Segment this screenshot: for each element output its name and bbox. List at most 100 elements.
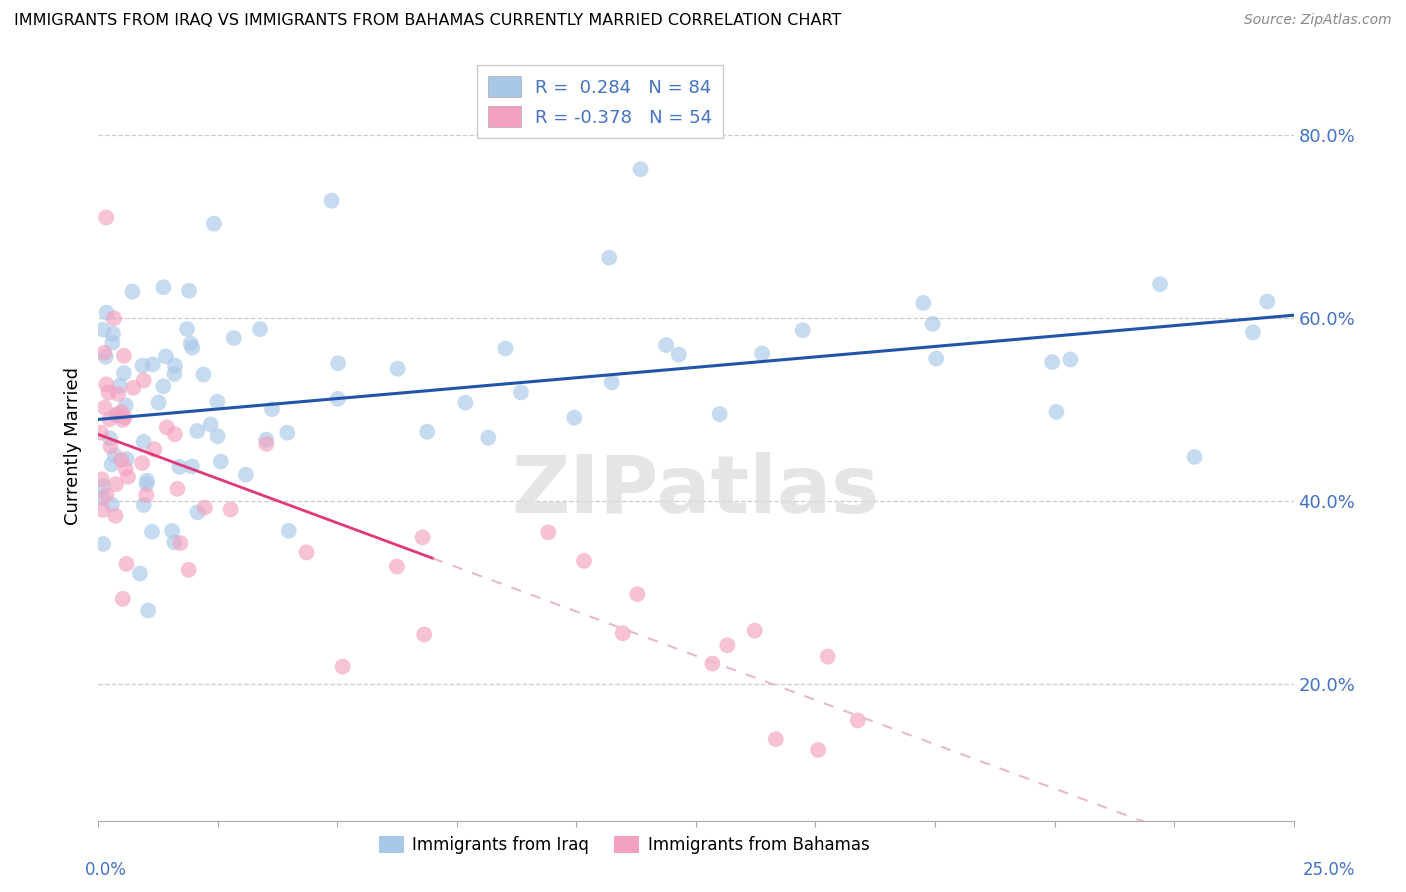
Point — [108, 378, 131, 392]
Point — [276, 425, 298, 440]
Point — [846, 714, 869, 728]
Point — [163, 427, 186, 442]
Legend: Immigrants from Iraq, Immigrants from Bahamas: Immigrants from Iraq, Immigrants from Ba… — [373, 830, 876, 861]
Point — [101, 335, 124, 350]
Point — [181, 341, 204, 355]
Point — [921, 317, 943, 331]
Point — [260, 402, 283, 417]
Point — [326, 392, 349, 406]
Point — [702, 657, 724, 671]
Point — [600, 376, 623, 390]
Point — [413, 627, 436, 641]
Point — [572, 554, 595, 568]
Point — [112, 349, 135, 363]
Point — [105, 408, 128, 422]
Point — [1040, 355, 1063, 369]
Point — [91, 323, 114, 337]
Point — [194, 500, 217, 515]
Point — [115, 557, 138, 571]
Point — [186, 505, 208, 519]
Point — [114, 461, 136, 475]
Point — [131, 456, 153, 470]
Point — [129, 566, 152, 581]
Point — [332, 659, 354, 673]
Point — [416, 425, 439, 439]
Point — [817, 649, 839, 664]
Y-axis label: Currently Married: Currently Married — [65, 367, 83, 525]
Point — [115, 452, 138, 467]
Point — [193, 368, 215, 382]
Point — [207, 394, 229, 409]
Point — [135, 488, 157, 502]
Point — [510, 385, 533, 400]
Point — [169, 536, 191, 550]
Point — [100, 440, 122, 454]
Point — [111, 413, 134, 427]
Point — [131, 359, 153, 373]
Point — [91, 503, 114, 517]
Point — [112, 366, 135, 380]
Point — [807, 743, 830, 757]
Point — [143, 442, 166, 457]
Point — [90, 425, 112, 440]
Point — [177, 563, 200, 577]
Point — [709, 407, 731, 421]
Point — [792, 323, 814, 337]
Point — [148, 395, 170, 409]
Point — [136, 474, 159, 488]
Point — [141, 524, 163, 539]
Point — [1241, 326, 1264, 340]
Point — [1256, 294, 1278, 309]
Point — [751, 346, 773, 360]
Point — [385, 559, 408, 574]
Point — [96, 306, 118, 320]
Point — [152, 280, 174, 294]
Point — [93, 346, 115, 360]
Point — [180, 459, 202, 474]
Point — [537, 525, 560, 540]
Point — [412, 530, 434, 544]
Point — [326, 356, 349, 370]
Point — [91, 537, 114, 551]
Point — [101, 498, 124, 512]
Point — [219, 502, 242, 516]
Point — [180, 336, 202, 351]
Point — [562, 410, 585, 425]
Point — [132, 434, 155, 449]
Point — [1184, 450, 1206, 464]
Point — [235, 467, 257, 482]
Point — [98, 412, 121, 426]
Point — [744, 624, 766, 638]
Point — [454, 395, 477, 409]
Point — [765, 732, 787, 747]
Point — [1059, 352, 1081, 367]
Point — [132, 374, 155, 388]
Point — [668, 347, 690, 361]
Point — [111, 591, 134, 606]
Point — [98, 432, 121, 446]
Point — [94, 401, 117, 415]
Point — [655, 338, 678, 352]
Point — [630, 162, 652, 177]
Point — [156, 420, 179, 434]
Point — [152, 379, 174, 393]
Point — [96, 377, 118, 392]
Point — [135, 477, 157, 491]
Point — [254, 433, 277, 447]
Point — [177, 284, 200, 298]
Point — [209, 454, 232, 468]
Point — [495, 342, 517, 356]
Point — [166, 482, 188, 496]
Point — [101, 326, 124, 341]
Point — [136, 603, 159, 617]
Point — [110, 452, 132, 467]
Point — [100, 458, 122, 472]
Point — [202, 217, 225, 231]
Point — [105, 477, 128, 491]
Point — [277, 524, 299, 538]
Point — [114, 398, 136, 412]
Point — [160, 524, 183, 538]
Point — [91, 491, 114, 505]
Text: Source: ZipAtlas.com: Source: ZipAtlas.com — [1244, 13, 1392, 28]
Point — [114, 410, 136, 425]
